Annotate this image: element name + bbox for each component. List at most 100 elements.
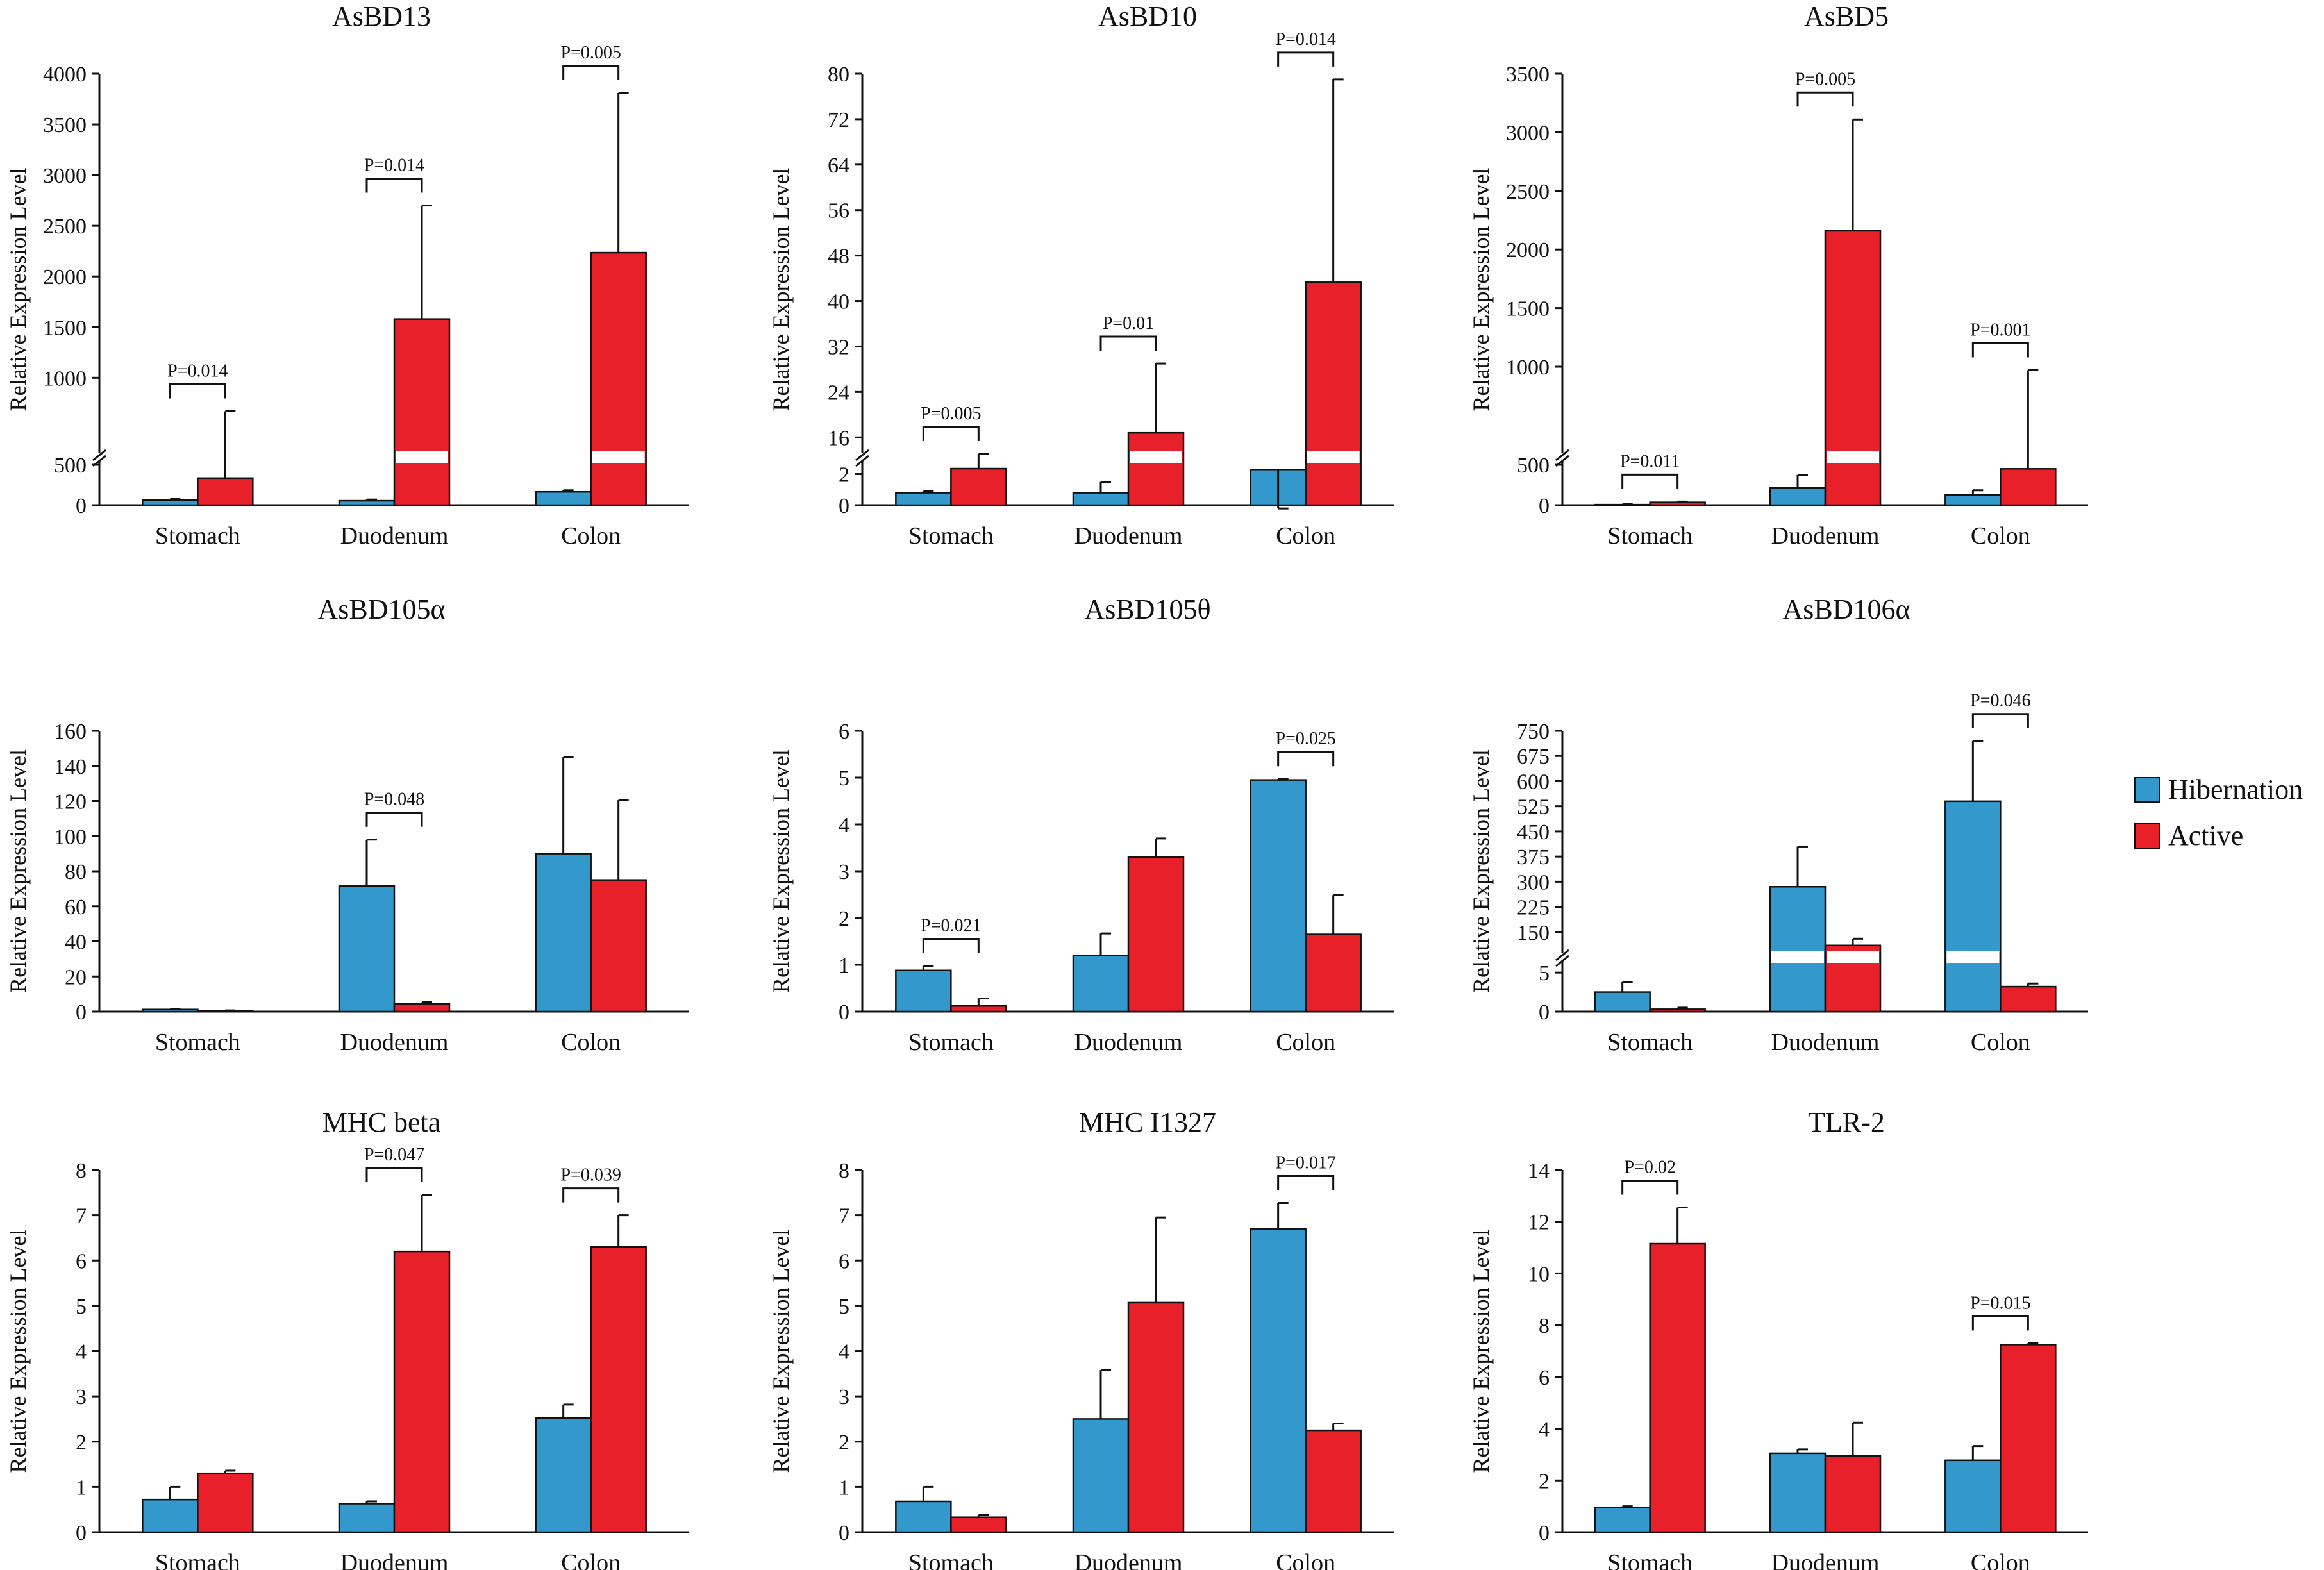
x-tick-label: Duodenum xyxy=(340,1029,449,1056)
y-tick-label: 7 xyxy=(76,1205,87,1228)
x-tick-label: Duodenum xyxy=(1771,1029,1880,1056)
p-value-label: P=0.011 xyxy=(1620,451,1680,471)
y-tick-label: 120 xyxy=(54,790,87,814)
y-tick-label: 600 xyxy=(1517,770,1550,794)
y-tick-label: 80 xyxy=(828,63,849,87)
y-tick-label: 2 xyxy=(839,463,849,487)
bar xyxy=(590,251,647,506)
bar xyxy=(950,467,1007,506)
bar xyxy=(895,969,952,1013)
bar xyxy=(1944,1459,2002,1533)
legend-swatch-hibernation xyxy=(2134,777,2160,803)
bar xyxy=(1305,281,1362,506)
y-tick-label: 4000 xyxy=(43,63,87,87)
y-axis-label: Relative Expression Level xyxy=(5,168,31,412)
p-value-label: P=0.01 xyxy=(1103,313,1154,333)
x-tick-label: Duodenum xyxy=(1771,522,1880,549)
bar-break-gap xyxy=(592,451,645,463)
bar-break-gap xyxy=(1771,951,1824,963)
y-tick-label: 4 xyxy=(839,1340,849,1364)
x-tick-label: Stomach xyxy=(1607,522,1693,549)
bar xyxy=(338,885,396,1013)
significance-bracket xyxy=(1621,473,1679,489)
chart-panel: AsBD13 Relative Expression Level 0 500 1000 1… xyxy=(5,1,689,549)
significance-bracket xyxy=(365,178,423,193)
chart-title: MHC I1327 xyxy=(1079,1107,1216,1138)
chart-panel: AsBD10 Relative Expression Level 0 2 16 24 32 4… xyxy=(768,1,1394,549)
significance-bracket xyxy=(1971,1315,2029,1331)
y-tick-label: 1 xyxy=(76,1476,87,1499)
y-axis-label: Relative Expression Level xyxy=(768,749,794,993)
legend-label-active: Active xyxy=(2168,820,2243,851)
y-tick-label: 2500 xyxy=(1506,180,1550,204)
bar xyxy=(393,318,451,506)
x-tick-label: Stomach xyxy=(155,522,240,549)
y-tick-label: 160 xyxy=(54,720,87,744)
y-tick-label: 4 xyxy=(1539,1418,1550,1442)
y-tick-label: 4 xyxy=(76,1340,87,1364)
bar xyxy=(1127,856,1185,1013)
y-tick-label: 40 xyxy=(828,290,849,314)
x-tick-label: Duodenum xyxy=(340,522,449,549)
y-axis-label: Relative Expression Level xyxy=(1468,168,1494,412)
x-tick-label: Colon xyxy=(1971,1029,2030,1056)
bar xyxy=(197,477,254,506)
y-axis-label: Relative Expression Level xyxy=(768,168,794,412)
y-tick-label: 2500 xyxy=(43,215,87,238)
y-tick-label: 64 xyxy=(828,154,849,178)
significance-bracket xyxy=(922,937,980,953)
y-tick-label: 8 xyxy=(839,1159,849,1183)
y-tick-label: 2 xyxy=(839,907,849,931)
y-tick-label: 4 xyxy=(839,814,849,837)
chart-title: MHC beta xyxy=(322,1107,441,1138)
y-tick-label: 225 xyxy=(1517,896,1550,920)
y-tick-label: 375 xyxy=(1517,846,1550,869)
y-tick-label: 0 xyxy=(839,494,849,518)
significance-bracket xyxy=(562,65,620,81)
bar xyxy=(1649,501,1706,506)
chart-title: AsBD105θ xyxy=(1084,594,1210,625)
bar xyxy=(1250,779,1307,1013)
significance-bracket xyxy=(365,812,423,827)
y-tick-label: 20 xyxy=(65,965,87,989)
bar xyxy=(338,1503,396,1533)
x-tick-label: Colon xyxy=(1971,1549,2030,1570)
y-tick-label: 6 xyxy=(839,1249,849,1273)
x-tick-label: Duodenum xyxy=(340,1549,449,1570)
bar xyxy=(1824,1455,1882,1533)
bar xyxy=(535,490,592,506)
bar xyxy=(895,1500,952,1533)
chart-panel: AsBD106α Relative Expression Level 0 5 15022… xyxy=(1468,594,2088,1056)
y-tick-label: 1000 xyxy=(43,367,87,390)
y-tick-label: 6 xyxy=(839,720,849,744)
y-tick-label: 5 xyxy=(839,767,849,790)
y-tick-label: 16 xyxy=(828,426,849,450)
y-tick-label: 300 xyxy=(1517,871,1550,894)
y-tick-label: 24 xyxy=(828,381,849,405)
p-value-label: P=0.02 xyxy=(1624,1158,1675,1178)
y-tick-label: 140 xyxy=(54,755,87,779)
y-tick-label: 500 xyxy=(54,454,87,478)
bar xyxy=(2000,985,2057,1013)
p-value-label: P=0.017 xyxy=(1275,1153,1335,1173)
significance-bracket xyxy=(1099,335,1157,351)
p-value-label: P=0.015 xyxy=(1970,1293,2030,1313)
significance-bracket xyxy=(562,1187,620,1203)
bar-break-gap xyxy=(1827,951,1879,963)
y-tick-label: 10 xyxy=(1528,1262,1550,1286)
y-tick-label: 3500 xyxy=(43,113,87,137)
p-value-label: P=0.005 xyxy=(1795,69,1855,89)
y-tick-label: 100 xyxy=(54,825,87,849)
p-value-label: P=0.039 xyxy=(560,1165,621,1185)
bar xyxy=(1305,1429,1362,1533)
y-tick-label: 500 xyxy=(1517,454,1550,478)
bar xyxy=(1594,1507,1651,1533)
bar xyxy=(1594,991,1651,1013)
bar-break-gap xyxy=(396,451,448,463)
x-tick-label: Colon xyxy=(1276,1549,1335,1570)
significance-bracket xyxy=(1277,751,1335,767)
y-tick-label: 80 xyxy=(65,860,87,884)
bar xyxy=(142,499,199,506)
axis-break-mark xyxy=(1555,949,1569,962)
